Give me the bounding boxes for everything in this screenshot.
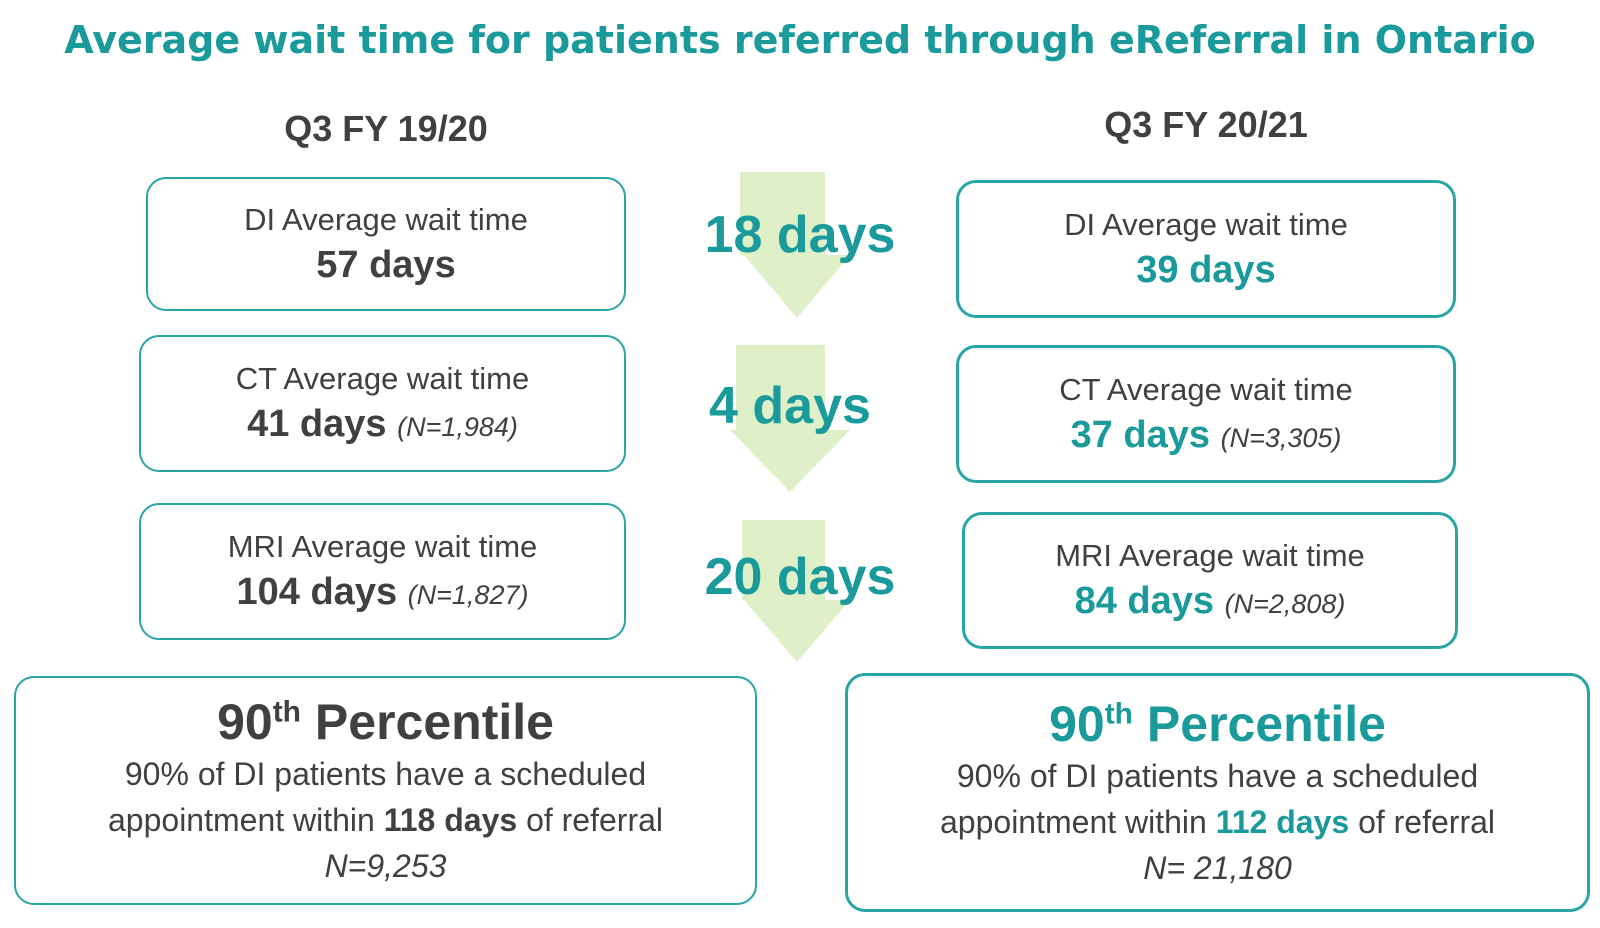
days: 118 days xyxy=(383,801,518,838)
line: 90% of DI patients have a scheduled xyxy=(956,757,1479,794)
value-line: 84 days (N=2,808) xyxy=(1075,580,1346,623)
suffix: th xyxy=(272,694,302,728)
value-line: 37 days (N=3,305) xyxy=(1071,414,1342,457)
value: 37 days xyxy=(1070,413,1211,456)
value-line: 41 days (N=1,984) xyxy=(247,403,518,446)
value: 57 days xyxy=(316,243,456,286)
label: DI Average wait time xyxy=(1064,206,1348,242)
column-heading: Q3 FY 20/21 xyxy=(1104,104,1308,145)
sample-size: (N=2,808) xyxy=(1224,589,1346,619)
difference: 18 days xyxy=(704,206,896,264)
percentile-title: 90th Percentile xyxy=(1049,695,1386,753)
percentile-title: 90th Percentile xyxy=(217,693,554,751)
sample-size: N=9,253 xyxy=(324,847,447,884)
value: 41 days xyxy=(247,403,387,445)
value-line: 104 days (N=1,827) xyxy=(237,571,529,614)
sample-size: (N=1,984) xyxy=(397,412,518,442)
title: Average wait time for patients referred … xyxy=(64,18,1536,62)
line: 90% of DI patients have a scheduled xyxy=(124,755,647,792)
label: CT Average wait time xyxy=(1059,371,1353,407)
wait-box: CT Average wait time 41 days (N=1,984) xyxy=(139,335,626,472)
title: Percentile xyxy=(314,693,554,750)
percentile-box: 90th Percentile 90% of DI patients have … xyxy=(845,673,1590,912)
difference: 4 days xyxy=(709,377,871,435)
text: of referral xyxy=(526,801,663,838)
text: appointment within xyxy=(108,801,375,838)
wait-box: MRI Average wait time 104 days (N=1,827) xyxy=(139,503,626,640)
wait-box: MRI Average wait time 84 days (N=2,808) xyxy=(962,512,1458,649)
arrow xyxy=(730,345,850,492)
line: appointment within 112 days of referral xyxy=(940,799,1495,845)
value: 84 days xyxy=(1074,580,1215,622)
days: 112 days xyxy=(1215,803,1350,840)
text: appointment within xyxy=(940,803,1207,840)
sample-size: N= 21,180 xyxy=(1143,849,1292,886)
line: appointment within 118 days of referral xyxy=(108,797,663,843)
label: MRI Average wait time xyxy=(1055,538,1365,573)
suffix: th xyxy=(1104,696,1134,730)
arrow xyxy=(742,520,850,662)
label: MRI Average wait time xyxy=(227,529,538,564)
sample-size: (N=3,305) xyxy=(1220,422,1342,453)
difference: 20 days xyxy=(704,548,896,606)
percentile-box: 90th Percentile 90% of DI patients have … xyxy=(14,676,757,905)
label: CT Average wait time xyxy=(235,361,530,396)
wait-box: DI Average wait time 57 days xyxy=(146,177,626,311)
number: 90 xyxy=(1049,695,1105,752)
wait-box: DI Average wait time 39 days xyxy=(956,180,1456,318)
wait-box: CT Average wait time 37 days (N=3,305) xyxy=(956,345,1456,483)
text: of referral xyxy=(1358,803,1495,840)
arrow xyxy=(740,172,850,318)
value: 104 days xyxy=(236,571,398,613)
value: 39 days xyxy=(1136,248,1276,291)
column-heading: Q3 FY 19/20 xyxy=(284,108,488,149)
title: Percentile xyxy=(1146,695,1386,752)
label: DI Average wait time xyxy=(244,201,528,237)
sample-size: (N=1,827) xyxy=(407,580,529,610)
number: 90 xyxy=(217,693,273,750)
